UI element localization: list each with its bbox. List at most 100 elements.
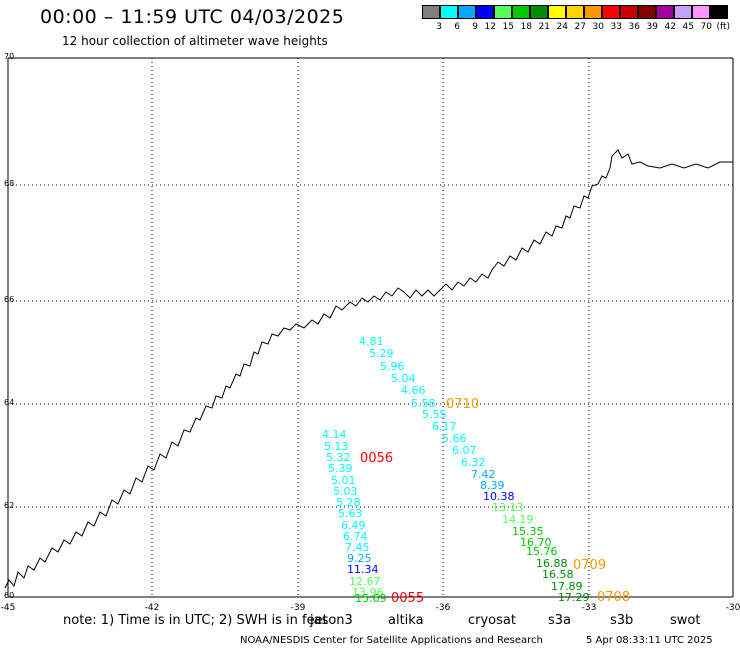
wave-height-value: 7.45 [345,541,370,554]
color-swatch [458,5,476,19]
color-scale-label: 9 [472,22,478,32]
color-swatch [656,5,674,19]
color-scale-label: 36 [628,22,640,32]
wave-height-value: 4.81 [359,335,384,348]
wave-height-value: 6.49 [341,519,366,532]
satellite-label-s3a: s3a [548,613,572,628]
wave-height-value: 6.17 [432,420,457,433]
lon-label: -36 [436,603,451,613]
footer-credit: NOAA/NESDIS Center for Satellite Applica… [240,635,543,646]
wave-height-value: 9.25 [347,552,372,565]
wave-height-value: 4.14 [322,428,347,441]
color-swatch [620,5,638,19]
color-swatch [638,5,656,19]
lon-label: -30 [726,603,740,613]
wave-height-value: 11.34 [347,563,379,576]
color-swatch [548,5,566,19]
color-swatch [530,5,548,19]
wave-height-value: 5.13 [324,440,349,453]
color-scale-label: 21 [538,22,550,32]
color-scale-label: 12 [484,22,496,32]
color-swatch [692,5,710,19]
wave-height-value: 15.35 [512,525,544,538]
wave-height-value: 10.38 [483,490,515,503]
wave-height-value: 16.88 [536,557,568,570]
wave-height-value: 5.63 [338,507,363,520]
wave-height-value: 13.96 [352,586,384,599]
color-scale-label: 24 [556,22,568,32]
color-swatch [476,5,494,19]
lon-label: -42 [145,603,160,613]
wave-height-value: 13.13 [492,501,524,514]
wave-height-value: 6.07 [452,444,477,457]
wave-height-value: 15.76 [526,545,558,558]
satellite-label-jason3: jason3 [310,613,353,628]
color-scale-label: 42 [664,22,676,32]
wave-height-value: 6.74 [343,530,368,543]
wave-height-value: 5.55 [422,408,447,421]
wave-height-value: 5.39 [328,462,353,475]
wave-height-value: 6.32 [461,456,486,469]
pass-time-label: 0710 [446,397,479,412]
altimeter-tracks: 4.815.295.965.044.665.585.556.175.666.07… [322,335,630,606]
color-swatch [566,5,584,19]
lon-label: -39 [291,603,306,613]
color-swatch [674,5,692,19]
satellite-label-cryosat: cryosat [468,613,516,628]
wave-height-value: 16.70 [520,536,552,549]
color-scale-label: 70 [700,22,712,32]
color-swatch [512,5,530,19]
lon-label: -45 [1,603,16,613]
wave-height-value: 5.29 [369,347,394,360]
lat-label: 64 [4,398,14,407]
lat-label: 60 [4,591,14,600]
wave-height-value: 8.39 [480,479,505,492]
color-swatch [584,5,602,19]
color-scale-label: 27 [574,22,586,32]
map-subtitle: 12 hour collection of altimeter wave hei… [62,34,328,48]
footer-timestamp: 5 Apr 08:33:11 UTC 2025 [586,635,713,646]
pass-time-label: 0708 [597,590,630,605]
color-scale-label: 33 [610,22,622,32]
color-swatch [422,5,440,19]
wave-height-value: 5.96 [380,360,405,373]
color-swatch [494,5,512,19]
pass-time-label: 0709 [573,558,606,573]
wave-height-value: 5.58 [411,397,436,410]
wave-height-value: 17.29 [558,591,590,604]
color-scale-label: 6 [454,22,460,32]
map-title: 00:00 – 11:59 UTC 04/03/2025 [40,6,345,28]
wave-height-value: 16.58 [542,568,574,581]
wave-height-value: 5.32 [326,451,351,464]
wave-height-value: 17.89 [551,580,583,593]
color-scale-label: 30 [592,22,604,32]
note-text: note: 1) Time is in UTC; 2) SWH is in fe… [63,613,328,628]
color-scale-label: 45 [682,22,694,32]
satellite-label-swot: swot [670,613,701,628]
lat-lon-grid: 70 68 66 64 62 60 -45 -42 -39 -36 -33 -30 [1,52,740,613]
satellite-label-s3b: s3b [610,613,634,628]
lat-label: 62 [4,501,14,510]
satellite-label-altika: altika [388,613,424,628]
wave-height-value: 5.28 [336,496,361,509]
color-swatch [602,5,620,19]
lon-label: -33 [582,603,597,613]
color-scale-label: 15 [502,22,514,32]
wave-height-value: 5.03 [333,485,358,498]
color-scale-label: 39 [646,22,658,32]
color-scale-label: (ft) [716,22,730,32]
footnote: note: 1) Time is in UTC; 2) SWH is in fe… [63,613,328,628]
wave-height-value: 5.04 [391,372,416,385]
color-swatch [710,5,728,19]
lat-label: 66 [4,295,14,304]
pass-time-label: 0055 [391,591,424,606]
wave-height-value: 12.67 [349,575,381,588]
wave-height-value: 14.19 [502,513,534,526]
wave-height-value: 4.66 [401,384,426,397]
wave-height-value: 7.42 [471,468,496,481]
pass-time-label: 0056 [360,451,393,466]
color-swatch [440,5,458,19]
wave-height-value: 5.66 [442,432,467,445]
lat-label: 68 [4,179,14,188]
